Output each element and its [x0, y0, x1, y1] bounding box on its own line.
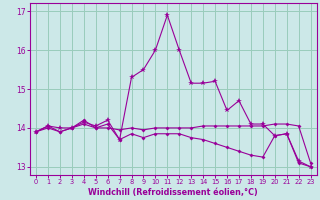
- X-axis label: Windchill (Refroidissement éolien,°C): Windchill (Refroidissement éolien,°C): [88, 188, 258, 197]
